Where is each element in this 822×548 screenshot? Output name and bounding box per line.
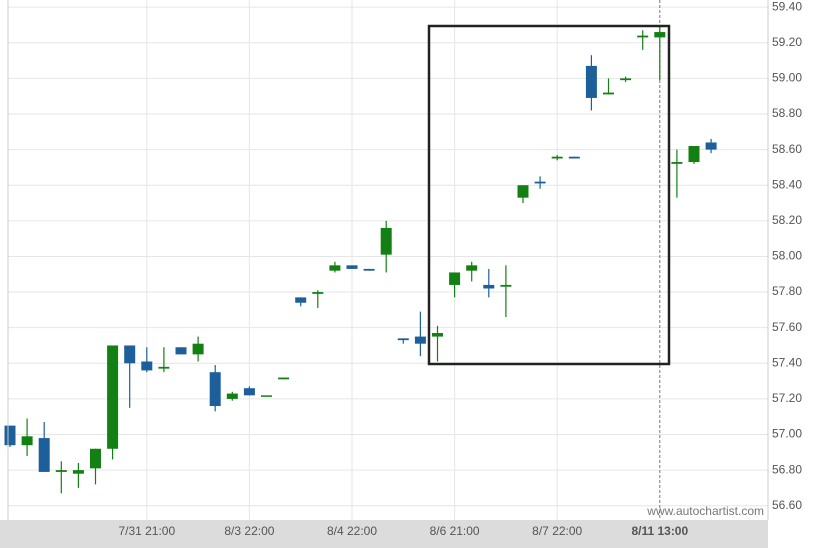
candle-body — [38, 438, 50, 472]
y-tick-label: 58.60 — [772, 142, 802, 156]
y-tick-label: 56.60 — [772, 498, 802, 512]
candle-body — [620, 78, 632, 81]
x-axis-band — [0, 520, 768, 548]
candle-body — [209, 372, 221, 407]
candle-body — [261, 395, 272, 397]
candle-body — [55, 470, 67, 472]
candle-body — [90, 448, 101, 469]
candle-body — [346, 265, 358, 269]
y-tick-label: 57.20 — [772, 391, 802, 405]
pattern-box — [427, 24, 671, 366]
y-tick-label: 59.40 — [772, 0, 802, 13]
candle-body — [295, 297, 307, 303]
candle-body — [312, 292, 324, 294]
candle-body — [585, 65, 597, 98]
candle-body — [192, 343, 204, 355]
candle-body — [141, 361, 153, 371]
candle-body — [380, 227, 392, 255]
x-tick-label: 8/6 21:00 — [430, 524, 480, 538]
candle-body — [72, 470, 84, 474]
grid — [8, 0, 768, 520]
candle-body — [688, 146, 700, 163]
candle-body — [107, 345, 119, 449]
watermark: www.autochartist.com — [646, 504, 764, 518]
candle-body — [363, 268, 375, 271]
candle-body — [278, 377, 290, 380]
candle-body — [414, 336, 426, 344]
candles — [4, 26, 717, 494]
x-tick-label: 8/4 22:00 — [327, 524, 377, 538]
candle-body — [466, 265, 478, 271]
candle-body — [603, 92, 614, 95]
y-tick-label: 56.80 — [772, 462, 802, 476]
y-tick-label: 58.00 — [772, 249, 802, 263]
candle-body — [21, 436, 33, 446]
candle-body — [175, 347, 187, 355]
candle-body — [432, 333, 443, 337]
y-tick-label: 58.40 — [772, 177, 802, 191]
candle-body — [158, 366, 170, 369]
candle-body — [397, 338, 409, 341]
candle-body — [243, 388, 255, 396]
y-tick-label: 57.00 — [772, 427, 802, 441]
candle-body — [671, 162, 683, 164]
y-tick-label: 57.60 — [772, 320, 802, 334]
candle-body — [500, 284, 512, 287]
x-tick-label: 8/7 22:00 — [532, 524, 582, 538]
x-tick-label: 8/11 13:00 — [631, 524, 688, 538]
x-tick-label: 8/3 22:00 — [224, 524, 274, 538]
candle-body — [551, 156, 563, 159]
candle-body — [124, 345, 136, 364]
y-tick-label: 57.80 — [772, 284, 802, 298]
candle-body — [705, 142, 717, 150]
candle-body — [637, 35, 649, 38]
x-tick-label: 7/31 21:00 — [118, 524, 175, 538]
candle-body — [517, 185, 529, 198]
y-tick-label: 59.00 — [772, 71, 802, 85]
candle-body — [654, 32, 666, 38]
candle-body — [329, 265, 341, 271]
candle-body — [449, 272, 461, 285]
candle-body — [4, 425, 16, 446]
candle-body — [534, 181, 546, 184]
candle-body — [483, 284, 495, 289]
y-tick-label: 58.20 — [772, 213, 802, 227]
y-tick-label: 59.20 — [772, 35, 802, 49]
candle-body — [568, 156, 580, 159]
y-tick-label: 58.80 — [772, 106, 802, 120]
y-tick-label: 57.40 — [772, 355, 802, 369]
candle-body — [226, 393, 238, 399]
